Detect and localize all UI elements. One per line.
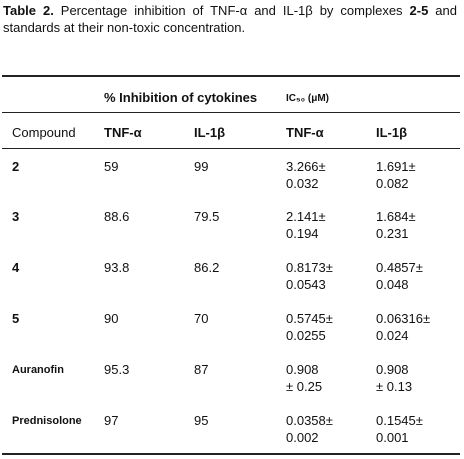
column-header-ic50-il: IL-1β <box>376 125 408 140</box>
cell-ic50-il-error: 0.082 <box>376 176 409 191</box>
cell-inh-il: 70 <box>194 311 209 326</box>
cell-ic50-tnf-error: 0.194 <box>286 226 319 241</box>
caption-label: Table 2. <box>3 3 54 18</box>
table-body-rule <box>2 148 460 149</box>
row-compound-auranofin: Auranofin <box>12 364 64 376</box>
cell-ic50-tnf-value: 0.8173± <box>286 260 333 275</box>
cell-ic50-tnf-error: 0.0255 <box>286 328 326 343</box>
row-compound-3: 3 <box>12 209 20 224</box>
cell-inh-il: 87 <box>194 362 209 377</box>
cell-ic50-il-error: 0.048 <box>376 277 409 292</box>
caption-text-2: and standards at their non-toxic concent… <box>3 3 457 35</box>
cell-inh-il: 86.2 <box>194 260 220 275</box>
cell-ic50-tnf-error: ± 0.25 <box>286 379 323 394</box>
cell-ic50-il-value: 0.06316± <box>376 311 431 326</box>
cell-inh-tnf: 88.6 <box>104 209 130 224</box>
cell-inh-tnf: 90 <box>104 311 119 326</box>
column-header-inh-tnf: TNF-α <box>104 125 142 140</box>
cell-ic50-il-value: 0.908 <box>376 362 409 377</box>
cell-ic50-il-value: 1.691± <box>376 159 416 174</box>
caption-range: 2-5 <box>409 3 429 18</box>
cell-ic50-tnf-error: 0.032 <box>286 176 319 191</box>
row-compound-2: 2 <box>12 159 20 174</box>
column-header-compound: Compound <box>12 125 76 140</box>
table-caption: Table 2. Percentage inhibition of TNF-α … <box>3 2 457 36</box>
column-header-inh-il: IL-1β <box>194 125 226 140</box>
cell-ic50-tnf-value: 2.141± <box>286 209 326 224</box>
row-compound-5: 5 <box>12 311 20 326</box>
cell-ic50-il-value: 0.4857± <box>376 260 423 275</box>
cell-ic50-il-error: 0.024 <box>376 328 409 343</box>
cell-ic50-il-value: 1.684± <box>376 209 416 224</box>
row-compound-prednisolone: Prednisolone <box>12 415 82 427</box>
table-bottom-rule <box>2 453 460 455</box>
cell-ic50-tnf-value: 0.5745± <box>286 311 333 326</box>
cell-ic50-tnf-value: 0.908 <box>286 362 319 377</box>
caption-text-1: Percentage inhibition of TNF-α and IL-1β… <box>53 3 410 18</box>
cell-inh-il: 99 <box>194 159 209 174</box>
cell-inh-tnf: 95.3 <box>104 362 130 377</box>
cell-ic50-tnf-value: 3.266± <box>286 159 326 174</box>
header-ic50-group: IC₅₀ (μM) <box>286 93 329 104</box>
cell-ic50-il-error: 0.001 <box>376 430 409 445</box>
cell-inh-tnf: 93.8 <box>104 260 130 275</box>
cell-inh-tnf: 97 <box>104 413 119 428</box>
column-header-ic50-tnf: TNF-α <box>286 125 324 140</box>
cell-ic50-tnf-value: 0.0358± <box>286 413 333 428</box>
row-compound-4: 4 <box>12 260 20 275</box>
cell-inh-tnf: 59 <box>104 159 119 174</box>
cell-ic50-il-error: 0.231 <box>376 226 409 241</box>
cell-ic50-tnf-error: 0.0543 <box>286 277 326 292</box>
cell-inh-il: 95 <box>194 413 209 428</box>
table-top-rule <box>2 75 460 77</box>
table-header-rule <box>2 112 460 113</box>
cell-ic50-tnf-error: 0.002 <box>286 430 319 445</box>
header-inhibition-group: % Inhibition of cytokines <box>104 90 258 105</box>
cell-inh-il: 79.5 <box>194 209 220 224</box>
cell-ic50-il-value: 0.1545± <box>376 413 423 428</box>
cell-ic50-il-error: ± 0.13 <box>376 379 413 394</box>
